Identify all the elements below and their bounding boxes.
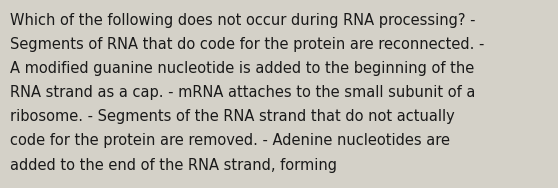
- Text: ribosome. - Segments of the RNA strand that do not actually: ribosome. - Segments of the RNA strand t…: [10, 109, 455, 124]
- Text: RNA strand as a cap. - mRNA attaches to the small subunit of a: RNA strand as a cap. - mRNA attaches to …: [10, 85, 475, 100]
- Text: added to the end of the RNA strand, forming: added to the end of the RNA strand, form…: [10, 158, 337, 173]
- Text: code for the protein are removed. - Adenine nucleotides are: code for the protein are removed. - Aden…: [10, 133, 450, 149]
- Text: Which of the following does not occur during RNA processing? -: Which of the following does not occur du…: [10, 13, 475, 28]
- Text: Segments of RNA that do code for the protein are reconnected. -: Segments of RNA that do code for the pro…: [10, 37, 484, 52]
- Text: A modified guanine nucleotide is added to the beginning of the: A modified guanine nucleotide is added t…: [10, 61, 474, 76]
